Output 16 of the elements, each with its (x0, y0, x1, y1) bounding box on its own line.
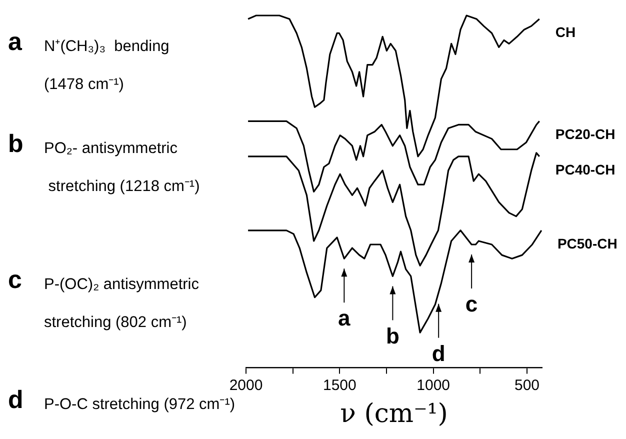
series-label: PC50-CH (557, 235, 618, 252)
x-tick-label: 2000 (229, 376, 263, 394)
series-label: PC40-CH (555, 161, 616, 178)
text: c P-(OC)₂ antisymmetric stretching (802 cm⁻¹) (8, 266, 199, 331)
annotation: c (465, 292, 478, 317)
annotation: b (386, 323, 400, 348)
x-tick-label: 500 (514, 376, 540, 394)
text: a N⁺(CH₃)₃ bending (1478 cm⁻¹) (8, 28, 170, 93)
x-tick-label: 1000 (416, 376, 450, 394)
series-label: PC20-CH (555, 126, 616, 142)
text: b PO₂- antisymmetric stretching (1218 cm⁻¹) (8, 130, 200, 195)
annotation: a (338, 306, 352, 331)
x-tick-label: 1500 (322, 376, 356, 394)
x-axis-title: ν (cm⁻¹) (340, 399, 448, 430)
annotation: d (432, 340, 446, 366)
series-label: CH (555, 24, 576, 40)
